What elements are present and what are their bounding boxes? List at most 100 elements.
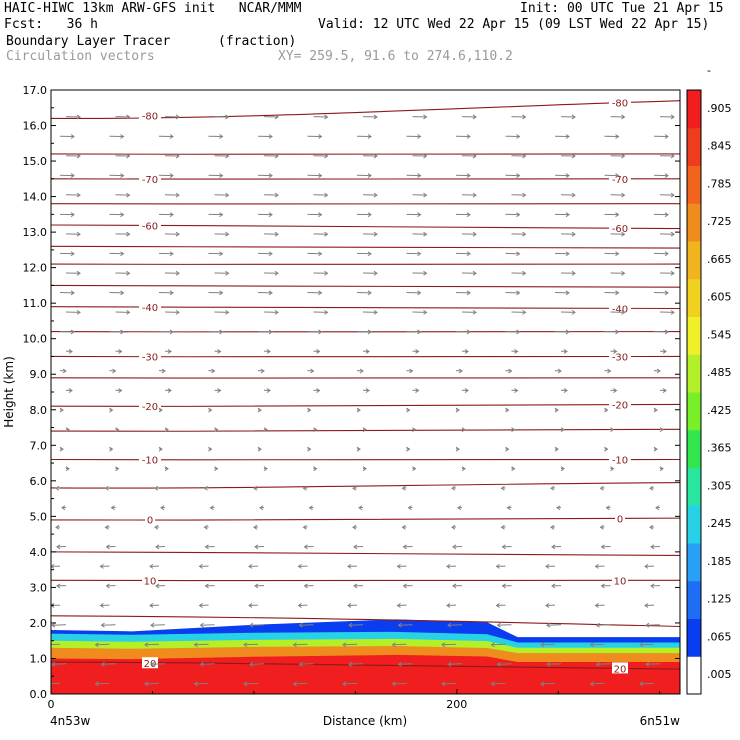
vector-arrowhead xyxy=(451,485,456,491)
vector-arrowhead xyxy=(511,427,516,433)
vector-arrowhead xyxy=(466,173,471,178)
vector-arrow xyxy=(243,682,259,685)
y-tick-label: 14.0 xyxy=(23,191,48,204)
vector-arrowhead xyxy=(415,349,420,354)
vector-arrowhead xyxy=(324,231,329,237)
vector-arrowhead xyxy=(126,153,131,159)
isotherm-line-7 xyxy=(51,428,680,432)
vector-arrowhead xyxy=(268,329,273,335)
vector-arrowhead xyxy=(356,446,361,452)
vector-arrowhead xyxy=(621,231,626,237)
colorbar-segment xyxy=(687,618,701,657)
vector-arrowhead xyxy=(594,603,599,608)
colorbar-segment xyxy=(687,165,701,204)
vector-arrowhead xyxy=(307,446,312,452)
vector-arrow xyxy=(348,624,364,626)
vector-arrowhead xyxy=(260,368,265,374)
vector-arrow xyxy=(342,682,358,685)
vector-arrowhead xyxy=(94,642,99,648)
y-tick-label: 6.0 xyxy=(30,475,48,488)
colorbar-label: .425 xyxy=(707,404,732,417)
vector-arrowhead xyxy=(219,290,224,296)
vector-arrowhead xyxy=(65,427,70,433)
cross-section-coords: XY= 259.5, 91.6 to 274.6,110.2 xyxy=(278,49,513,64)
vector-arrowhead xyxy=(100,622,105,628)
vector-arrowhead xyxy=(600,544,605,550)
vector-arrow xyxy=(51,663,67,665)
vector-arrowhead xyxy=(565,290,570,296)
vector-arrowhead xyxy=(373,231,378,237)
vector-arrowhead xyxy=(161,368,166,374)
vector-arrowhead xyxy=(417,173,422,178)
x-tick-label: 0 xyxy=(48,698,55,711)
vector-arrowhead xyxy=(670,192,675,198)
vector-arrowhead xyxy=(324,309,329,315)
vector-arrowhead xyxy=(310,368,315,374)
vector-arrowhead xyxy=(318,134,323,139)
vector-arrowhead xyxy=(644,563,649,569)
vector-arrowhead xyxy=(313,466,318,472)
colorbar-label: .605 xyxy=(707,291,732,304)
isotherm-line-15 xyxy=(51,245,680,249)
vector-arrowhead xyxy=(540,642,545,648)
vector-arrowhead xyxy=(551,544,556,550)
vector-arrowhead xyxy=(203,524,208,530)
isotherm-label: -20 xyxy=(142,402,158,413)
vector-arrowhead xyxy=(367,329,372,335)
vector-arrowhead xyxy=(208,407,213,413)
vector-arrow xyxy=(392,643,407,646)
vector-arrowhead xyxy=(219,329,224,335)
vector-arrowhead xyxy=(423,114,428,120)
vector-arrowhead xyxy=(104,524,109,530)
vector-arrowhead xyxy=(639,642,644,648)
vector-arrowhead xyxy=(417,134,422,139)
vector-arrowhead xyxy=(362,466,367,472)
vector-arrowhead xyxy=(501,544,506,550)
vector-arrowhead xyxy=(348,661,353,667)
vector-arrowhead xyxy=(397,622,402,628)
colorbar-label: .845 xyxy=(707,140,732,153)
vector-arrowhead xyxy=(352,485,357,491)
vector-arrowhead xyxy=(214,466,219,472)
vector-arrowhead xyxy=(120,134,125,139)
vector-arrowhead xyxy=(594,563,599,569)
isotherm-label-bg xyxy=(609,350,631,362)
isotherm-label-bg xyxy=(609,222,631,234)
vector-arrow xyxy=(200,663,215,665)
vector-arrowhead xyxy=(204,583,209,589)
isotherm-label-bg xyxy=(139,219,161,231)
vector-arrowhead xyxy=(51,603,55,608)
vector-arrowhead xyxy=(522,153,527,159)
vector-arrowhead xyxy=(118,388,123,393)
vector-arrowhead xyxy=(158,446,163,452)
vector-arrowhead xyxy=(76,192,81,198)
isotherm-label: -70 xyxy=(142,175,158,186)
vector-arrowhead xyxy=(402,544,407,550)
colorbar-label: .785 xyxy=(707,177,732,190)
vector-arrowhead xyxy=(358,505,363,511)
vector-arrowhead xyxy=(353,544,358,550)
vector-arrowhead xyxy=(120,173,125,178)
vector-arrowhead xyxy=(571,153,576,159)
vector-arrowhead xyxy=(203,485,208,491)
vector-arrowhead xyxy=(565,329,570,335)
colorbar-label: .485 xyxy=(707,366,732,379)
y-tick-label: 13.0 xyxy=(23,226,48,239)
vector-arrowhead xyxy=(219,251,224,257)
vector-arrowhead xyxy=(46,643,49,647)
vector-arrowhead xyxy=(249,661,254,667)
vector-arrowhead xyxy=(466,290,471,296)
vector-arrowhead xyxy=(664,329,669,335)
vector-arrowhead xyxy=(198,603,203,608)
vector-arrowhead xyxy=(496,622,501,628)
vector-arrowhead xyxy=(353,583,358,589)
isotherm-label-bg xyxy=(142,574,158,586)
vector-arrowhead xyxy=(613,388,618,393)
vector-arrowhead xyxy=(307,407,312,413)
isotherm-line-19 xyxy=(51,153,680,155)
vector-arrowhead xyxy=(217,349,222,354)
vector-arrow xyxy=(491,682,506,685)
y-tick-label: 12.0 xyxy=(23,262,48,275)
vector-arrow xyxy=(101,663,116,665)
vector-arrowhead xyxy=(324,270,329,276)
